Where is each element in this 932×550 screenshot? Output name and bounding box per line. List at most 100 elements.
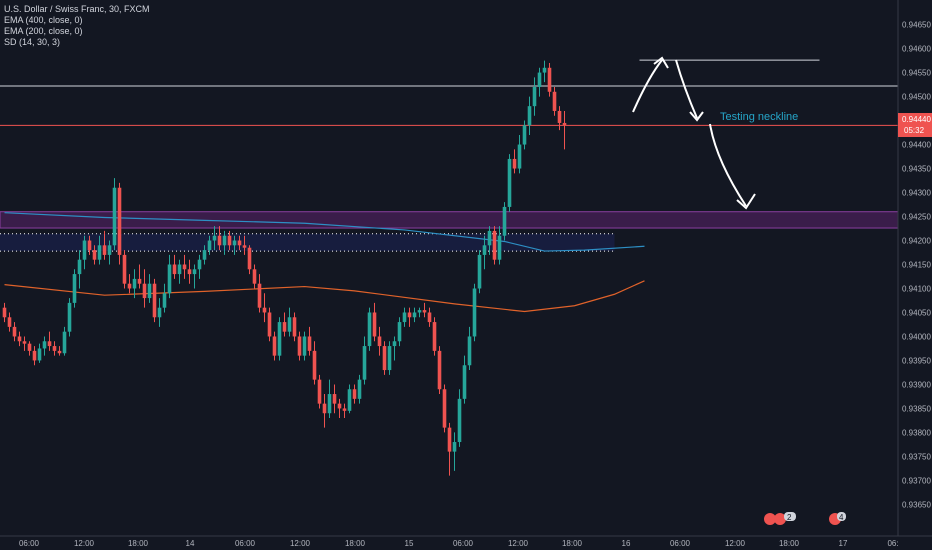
projection-arrow-down-1-head bbox=[689, 111, 704, 122]
candle-body bbox=[322, 403, 327, 414]
event-count: 2 bbox=[787, 513, 792, 522]
price-tick-label: 0.94100 bbox=[902, 284, 931, 293]
projection-arrow-down-2 bbox=[709, 123, 747, 207]
candle-body bbox=[412, 312, 417, 318]
time-tick-label: 18:00 bbox=[128, 539, 149, 548]
candle-body bbox=[232, 240, 237, 246]
candle-body bbox=[537, 72, 542, 87]
indicator-ema-200[interactable]: EMA (200, close, 0) bbox=[4, 26, 83, 36]
ema400-line bbox=[4, 212, 645, 252]
time-tick-label: 12:00 bbox=[290, 539, 311, 548]
candle-body bbox=[12, 326, 17, 337]
time-tick-label: 12:00 bbox=[74, 539, 95, 548]
candle-body bbox=[162, 293, 167, 308]
candle-body bbox=[382, 346, 387, 371]
candle-body bbox=[462, 365, 467, 399]
candle-body bbox=[62, 331, 67, 354]
candle-body bbox=[32, 350, 37, 361]
candle-body bbox=[467, 336, 472, 366]
candle-body bbox=[362, 346, 367, 380]
candle-body bbox=[402, 312, 407, 323]
time-tick-label: 06:00 bbox=[670, 539, 691, 548]
event-count: 4 bbox=[839, 513, 844, 522]
candle-body bbox=[287, 317, 292, 332]
event-flag-icon[interactable] bbox=[774, 513, 786, 525]
candle-body bbox=[387, 346, 392, 371]
price-tick-label: 0.94050 bbox=[902, 308, 931, 317]
candle-body bbox=[272, 336, 277, 356]
horizontal-lines bbox=[0, 59, 898, 126]
candle-body bbox=[82, 240, 87, 260]
symbol-title[interactable]: U.S. Dollar / Swiss Franc, 30, FXCM bbox=[4, 4, 150, 14]
candle-body bbox=[22, 341, 27, 344]
candle-body bbox=[262, 307, 267, 313]
candle-body bbox=[432, 322, 437, 351]
price-tick-label: 0.93950 bbox=[902, 356, 931, 365]
price-label: 0.94440 05:32 bbox=[898, 113, 932, 137]
projection-arrow-up bbox=[632, 59, 663, 113]
candle-body bbox=[497, 235, 502, 260]
time-tick-label: 12:00 bbox=[725, 539, 746, 548]
price-axis[interactable]: 0.946500.946000.945500.945000.944500.944… bbox=[897, 0, 932, 550]
drawing-arrows: Testing neckline bbox=[632, 56, 798, 210]
price-tick-label: 0.93850 bbox=[902, 404, 931, 413]
price-tick-label: 0.94150 bbox=[902, 261, 931, 270]
price-tick-label: 0.94200 bbox=[902, 237, 931, 246]
price-tick-label: 0.93650 bbox=[902, 500, 931, 509]
candle-body bbox=[352, 389, 357, 399]
event-markers[interactable]: 2 4 bbox=[764, 512, 846, 525]
candle-body bbox=[282, 322, 287, 332]
candle-body bbox=[102, 245, 107, 255]
price-tick-label: 0.94650 bbox=[902, 21, 931, 30]
time-tick-label: 18:00 bbox=[779, 539, 800, 548]
candle-body bbox=[372, 312, 377, 337]
candle-body bbox=[57, 350, 62, 354]
indicator-sd[interactable]: SD (14, 30, 3) bbox=[4, 37, 61, 47]
time-tick-label: 06:00 bbox=[453, 539, 474, 548]
candle-body bbox=[562, 122, 567, 126]
candle-body bbox=[122, 254, 127, 284]
price-tick-label: 0.93750 bbox=[902, 452, 931, 461]
candle-body bbox=[437, 350, 442, 390]
time-tick-label: 18:00 bbox=[562, 539, 583, 548]
candle-body bbox=[312, 350, 317, 380]
candle-body bbox=[422, 310, 427, 313]
candle-body bbox=[67, 302, 72, 332]
candle-body bbox=[547, 67, 552, 92]
candle-body bbox=[212, 235, 217, 241]
candle-body bbox=[447, 427, 452, 452]
candle-body bbox=[292, 317, 297, 337]
candle-body bbox=[542, 67, 547, 73]
candle-body bbox=[242, 245, 247, 248]
event-flag-icon[interactable] bbox=[764, 513, 776, 525]
candle-body bbox=[302, 336, 307, 356]
candle-body bbox=[17, 336, 22, 342]
event-count-badge bbox=[837, 512, 846, 521]
price-axis-bg bbox=[898, 0, 932, 550]
candle-body bbox=[502, 206, 507, 236]
candle-body bbox=[207, 240, 212, 251]
time-axis[interactable]: 06:00 12:00 18:00 14 06:00 12:00 18:00 15 06:00 1… bbox=[0, 535, 932, 548]
candle-body bbox=[137, 278, 142, 284]
candle-body bbox=[407, 312, 412, 318]
candle-body bbox=[522, 125, 527, 145]
candle-body bbox=[152, 283, 157, 318]
candle-body bbox=[357, 379, 362, 399]
candle-body bbox=[347, 389, 352, 411]
candle-body bbox=[377, 336, 382, 347]
candle-body bbox=[367, 312, 372, 347]
candle-body bbox=[97, 245, 102, 260]
candle-body bbox=[442, 389, 447, 428]
candle-body bbox=[52, 346, 57, 351]
resistance-zone-rect bbox=[0, 211, 899, 229]
time-tick-label: 17 bbox=[839, 539, 848, 548]
candle-body bbox=[267, 312, 272, 337]
candle-body bbox=[182, 264, 187, 270]
candle-body bbox=[332, 394, 337, 404]
candle-body bbox=[117, 187, 122, 255]
indicator-ema-400[interactable]: EMA (400, close, 0) bbox=[4, 15, 83, 25]
annotation-text: Testing neckline bbox=[720, 111, 798, 123]
candle-body bbox=[487, 230, 492, 246]
